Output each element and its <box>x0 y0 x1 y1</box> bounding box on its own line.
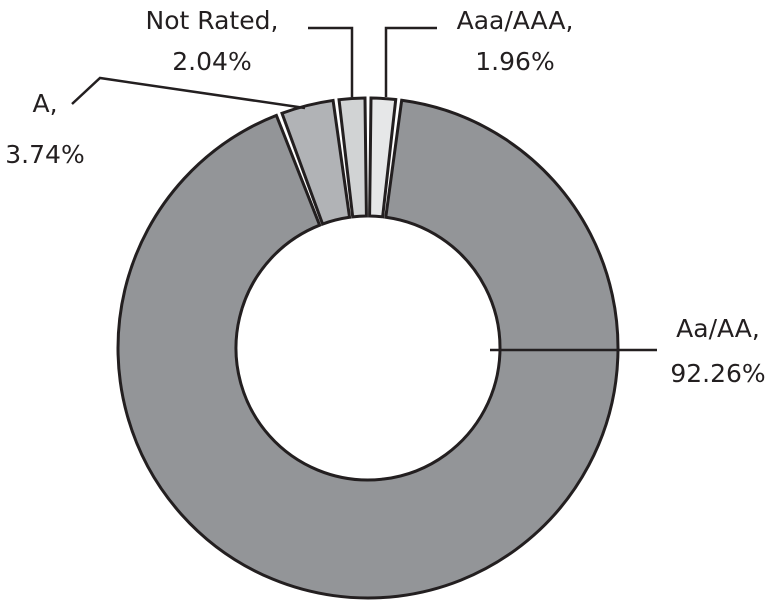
value-label: 92.26% <box>670 359 765 388</box>
value-label: 1.96% <box>475 47 554 76</box>
slice-label: A, <box>32 89 57 118</box>
slice-label: Aa/AA, <box>676 314 760 343</box>
donut-slice <box>368 96 398 219</box>
slice-label: Not Rated, <box>146 6 279 35</box>
leader-line <box>308 26 354 97</box>
value-label: 2.04% <box>172 47 251 76</box>
donut-slice <box>337 96 368 219</box>
value-label: 3.74% <box>5 140 84 169</box>
donut-slice <box>116 98 620 600</box>
leader-line <box>71 76 306 110</box>
donut-slice <box>280 98 352 226</box>
slice-label: Aaa/AAA, <box>457 6 574 35</box>
leader-line <box>384 26 437 97</box>
